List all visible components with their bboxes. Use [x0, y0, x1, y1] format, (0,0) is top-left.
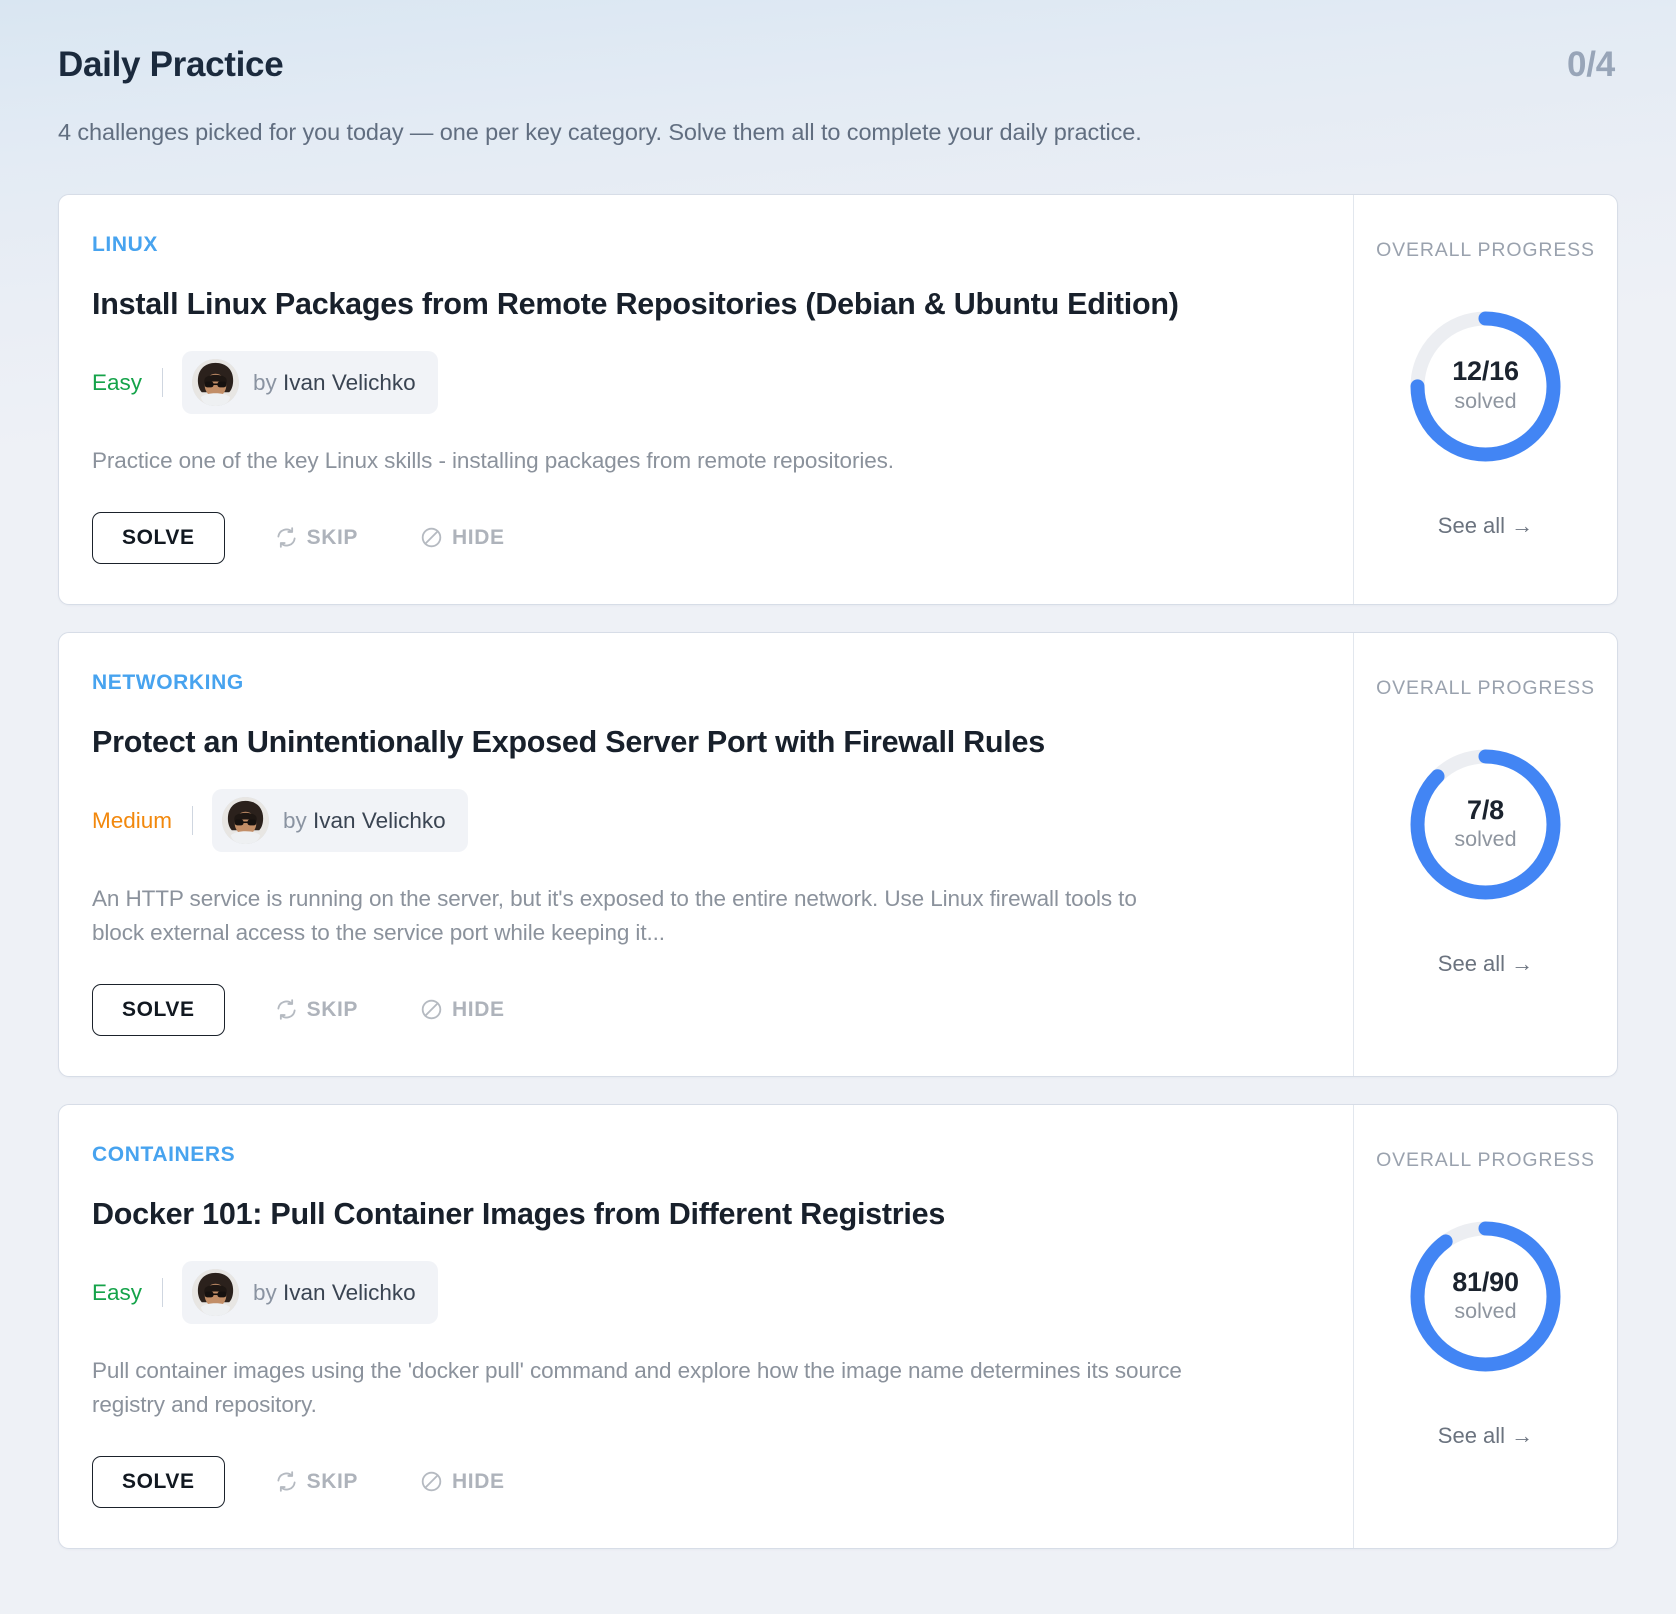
- challenge-title[interactable]: Install Linux Packages from Remote Repos…: [92, 286, 1179, 321]
- challenge-description: An HTTP service is running on the server…: [92, 886, 1137, 946]
- challenge-card-body: CONTAINERS Docker 101: Pull Container Im…: [59, 1105, 1353, 1548]
- progress-panel: OVERALL PROGRESS 12/16 solved See all →: [1353, 194, 1617, 604]
- progress-panel: OVERALL PROGRESS 81/90 solved See all →: [1353, 1104, 1617, 1548]
- solve-button[interactable]: SOLVE: [92, 1455, 225, 1508]
- overall-progress-label: OVERALL PROGRESS: [1376, 676, 1595, 699]
- author-name: by Ivan Velichko: [253, 370, 416, 396]
- challenge-card[interactable]: NETWORKING Protect an Unintentionally Ex…: [58, 631, 1618, 1077]
- avatar: [222, 797, 270, 845]
- solve-button[interactable]: SOLVE: [92, 983, 225, 1036]
- challenge-card-body: NETWORKING Protect an Unintentionally Ex…: [59, 633, 1353, 1076]
- hide-button[interactable]: HIDE: [420, 998, 505, 1021]
- progress-ring-center: 12/16 solved: [1403, 304, 1568, 469]
- author-chip[interactable]: by Ivan Velichko: [182, 1261, 438, 1325]
- author-display-name: Ivan Velichko: [283, 1279, 416, 1305]
- challenge-card-list: LINUX Install Linux Packages from Remote…: [0, 193, 1676, 1549]
- challenge-category[interactable]: NETWORKING: [92, 670, 244, 694]
- challenge-meta: Medium: [92, 789, 1313, 853]
- challenge-category[interactable]: CONTAINERS: [92, 1142, 236, 1166]
- overall-progress-label: OVERALL PROGRESS: [1376, 238, 1595, 261]
- author-chip[interactable]: by Ivan Velichko: [212, 789, 468, 853]
- difficulty-badge: Easy: [92, 369, 143, 395]
- skip-label: SKIP: [306, 526, 359, 550]
- progress-panel: OVERALL PROGRESS 7/8 solved See all →: [1353, 632, 1617, 1076]
- avatar: [192, 359, 240, 407]
- author-by-label: by: [253, 369, 284, 395]
- progress-value: 7/8: [1467, 794, 1504, 825]
- progress-ring-center: 7/8 solved: [1403, 742, 1568, 907]
- skip-button[interactable]: SKIP: [275, 1470, 358, 1493]
- challenge-description: Practice one of the key Linux skills - i…: [92, 448, 894, 474]
- hide-label: HIDE: [452, 998, 505, 1022]
- page-header: Daily Practice 0/4 4 challenges picked f…: [0, 0, 1676, 146]
- hide-label: HIDE: [452, 1470, 505, 1494]
- challenge-title[interactable]: Protect an Unintentionally Exposed Serve…: [92, 724, 1045, 759]
- avatar: [192, 1269, 240, 1317]
- progress-ring: 7/8 solved: [1403, 742, 1568, 907]
- author-name: by Ivan Velichko: [283, 808, 446, 834]
- difficulty-badge: Medium: [92, 807, 173, 833]
- no-entry-icon: [420, 526, 443, 549]
- author-display-name: Ivan Velichko: [313, 807, 446, 833]
- meta-divider: [162, 368, 164, 398]
- hide-label: HIDE: [452, 526, 505, 550]
- see-all-link[interactable]: See all →: [1437, 1422, 1534, 1448]
- challenge-actions: SOLVE SKIP: [92, 511, 1313, 564]
- challenge-meta: Easy: [92, 351, 1313, 415]
- skip-label: SKIP: [306, 998, 359, 1022]
- author-name: by Ivan Velichko: [253, 1280, 416, 1306]
- difficulty-badge: Easy: [92, 1279, 143, 1305]
- progress-ring: 12/16 solved: [1403, 304, 1568, 469]
- skip-button[interactable]: SKIP: [275, 526, 358, 549]
- challenge-description: Pull container images using the 'docker …: [92, 1358, 1182, 1418]
- challenge-meta: Easy: [92, 1261, 1313, 1325]
- no-entry-icon: [420, 998, 443, 1021]
- header-row: Daily Practice 0/4: [58, 45, 1618, 85]
- skip-button[interactable]: SKIP: [275, 998, 358, 1021]
- progress-sub-label: solved: [1454, 826, 1517, 851]
- see-all-link[interactable]: See all →: [1437, 950, 1534, 976]
- skip-label: SKIP: [306, 1470, 359, 1494]
- refresh-icon: [275, 1470, 298, 1493]
- author-display-name: Ivan Velichko: [283, 369, 416, 395]
- author-chip[interactable]: by Ivan Velichko: [182, 351, 438, 415]
- no-entry-icon: [420, 1470, 443, 1493]
- progress-value: 81/90: [1452, 1266, 1519, 1297]
- meta-divider: [192, 806, 194, 836]
- challenge-actions: SOLVE SKIP: [92, 1455, 1313, 1508]
- progress-sub-label: solved: [1454, 388, 1517, 413]
- challenge-card[interactable]: LINUX Install Linux Packages from Remote…: [58, 193, 1618, 605]
- challenge-card[interactable]: CONTAINERS Docker 101: Pull Container Im…: [58, 1103, 1618, 1549]
- hide-button[interactable]: HIDE: [420, 526, 505, 549]
- author-by-label: by: [283, 807, 314, 833]
- challenge-title[interactable]: Docker 101: Pull Container Images from D…: [92, 1196, 946, 1231]
- progress-ring: 81/90 solved: [1403, 1214, 1568, 1379]
- progress-sub-label: solved: [1454, 1299, 1517, 1324]
- progress-ring-center: 81/90 solved: [1403, 1214, 1568, 1379]
- meta-divider: [162, 1278, 164, 1308]
- challenge-card-body: LINUX Install Linux Packages from Remote…: [59, 195, 1353, 604]
- hide-button[interactable]: HIDE: [420, 1470, 505, 1493]
- challenge-actions: SOLVE SKIP: [92, 983, 1313, 1036]
- see-all-link[interactable]: See all →: [1437, 512, 1534, 538]
- page-subtitle: 4 challenges picked for you today — one …: [58, 118, 1142, 145]
- solve-button[interactable]: SOLVE: [92, 511, 225, 564]
- refresh-icon: [275, 526, 298, 549]
- overall-progress-label: OVERALL PROGRESS: [1376, 1148, 1595, 1171]
- daily-progress-counter: 0/4: [1566, 45, 1615, 84]
- refresh-icon: [275, 998, 298, 1021]
- challenge-category[interactable]: LINUX: [92, 232, 158, 256]
- page-title: Daily Practice: [58, 45, 284, 84]
- progress-value: 12/16: [1452, 356, 1519, 387]
- author-by-label: by: [253, 1279, 284, 1305]
